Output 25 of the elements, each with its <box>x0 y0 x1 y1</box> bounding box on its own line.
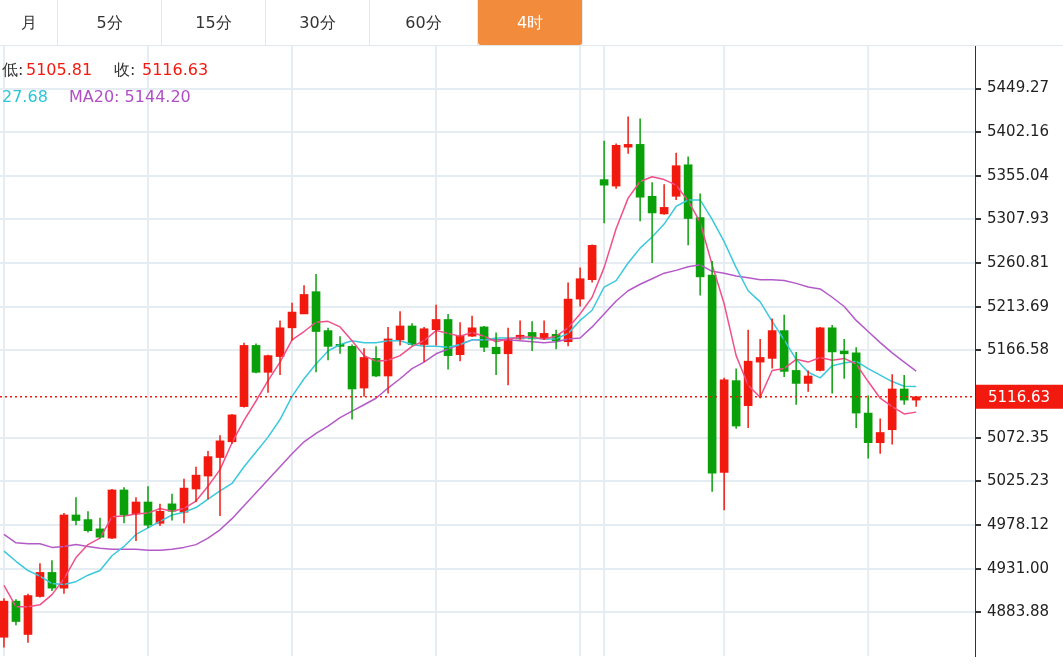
y-tick-label: 5355.04 <box>987 165 1050 184</box>
ref-line-label: 5116.63 <box>988 387 1051 406</box>
annotation: 低: <box>2 60 24 81</box>
annotation: 5105.81 <box>26 60 93 79</box>
y-tick-label: 4883.88 <box>987 602 1050 621</box>
text: 60分 <box>370 0 478 45</box>
text: 4时 <box>478 0 583 45</box>
y-tick-label: 5025.23 <box>987 471 1050 490</box>
y-tick-label: 5307.93 <box>987 209 1050 228</box>
annotation: MA20: 5144.20 <box>69 87 191 106</box>
y-tick-label: 4931.00 <box>987 558 1050 577</box>
annotation: 5116.63 <box>142 60 209 79</box>
y-tick-label: 5449.27 <box>987 78 1050 97</box>
y-tick-label: 4978.12 <box>987 514 1050 533</box>
y-tick-label: 5213.69 <box>987 296 1050 315</box>
y-tick-label: 5260.81 <box>987 253 1050 272</box>
annotation: 27.68 <box>2 87 48 106</box>
y-tick-label: 5166.58 <box>987 340 1050 359</box>
text: 月 <box>0 0 58 45</box>
annotation: 收: <box>114 60 136 81</box>
y-tick-label: 5072.35 <box>987 427 1050 446</box>
text: 30分 <box>266 0 370 45</box>
text: 15分 <box>162 0 266 45</box>
y-tick-label: 5402.16 <box>987 122 1050 141</box>
text: 5分 <box>58 0 162 45</box>
